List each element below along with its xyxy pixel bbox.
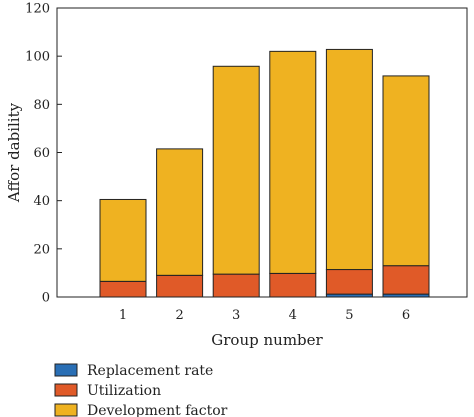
y-axis-label: Affor dability [5, 102, 23, 203]
legend-swatch [54, 383, 78, 397]
bar-segment-utilization [99, 280, 147, 298]
x-tick-label: 3 [232, 308, 240, 323]
legend: Replacement rate Utilization Development f… [54, 363, 228, 417]
bar-segment-utilization [325, 269, 373, 295]
y-tick-label: 20 [33, 242, 50, 257]
x-tick-label: 2 [175, 308, 183, 323]
bar-segment-utilization [269, 272, 317, 298]
legend-label: Replacement rate [87, 363, 213, 379]
y-tick-label: 0 [42, 291, 50, 306]
x-tick-label: 4 [289, 308, 297, 323]
x-tick-label: 6 [402, 308, 410, 323]
x-tick-label: 5 [345, 308, 353, 323]
y-tick-label: 100 [25, 50, 50, 65]
bar-segment-utilization [156, 274, 204, 298]
bar-segment-development-factor [99, 198, 147, 282]
bar-segment-development-factor [156, 148, 204, 276]
bars [99, 48, 430, 298]
y-tick-label: 80 [33, 98, 50, 113]
y-tick-label: 120 [25, 2, 50, 17]
bar-segment-development-factor [212, 65, 260, 275]
bar-segment-development-factor [325, 48, 373, 271]
legend-label: Development factor [87, 403, 228, 417]
y-tick-label: 40 [33, 194, 50, 209]
x-tick-label: 1 [119, 308, 127, 323]
bar-segment-utilization [212, 273, 260, 298]
x-axis-label: Group number [211, 331, 323, 349]
legend-swatch [54, 363, 78, 377]
plot-frame [56, 7, 468, 298]
y-axis-ticks: 0 20 40 60 80 100 120 [25, 2, 62, 306]
bar-segment-development-factor [269, 50, 317, 274]
bar-segment-utilization [382, 265, 430, 295]
legend-label: Utilization [87, 383, 161, 399]
bar-segment-development-factor [382, 75, 430, 267]
y-tick-label: 60 [33, 146, 50, 161]
legend-swatch [54, 403, 78, 417]
